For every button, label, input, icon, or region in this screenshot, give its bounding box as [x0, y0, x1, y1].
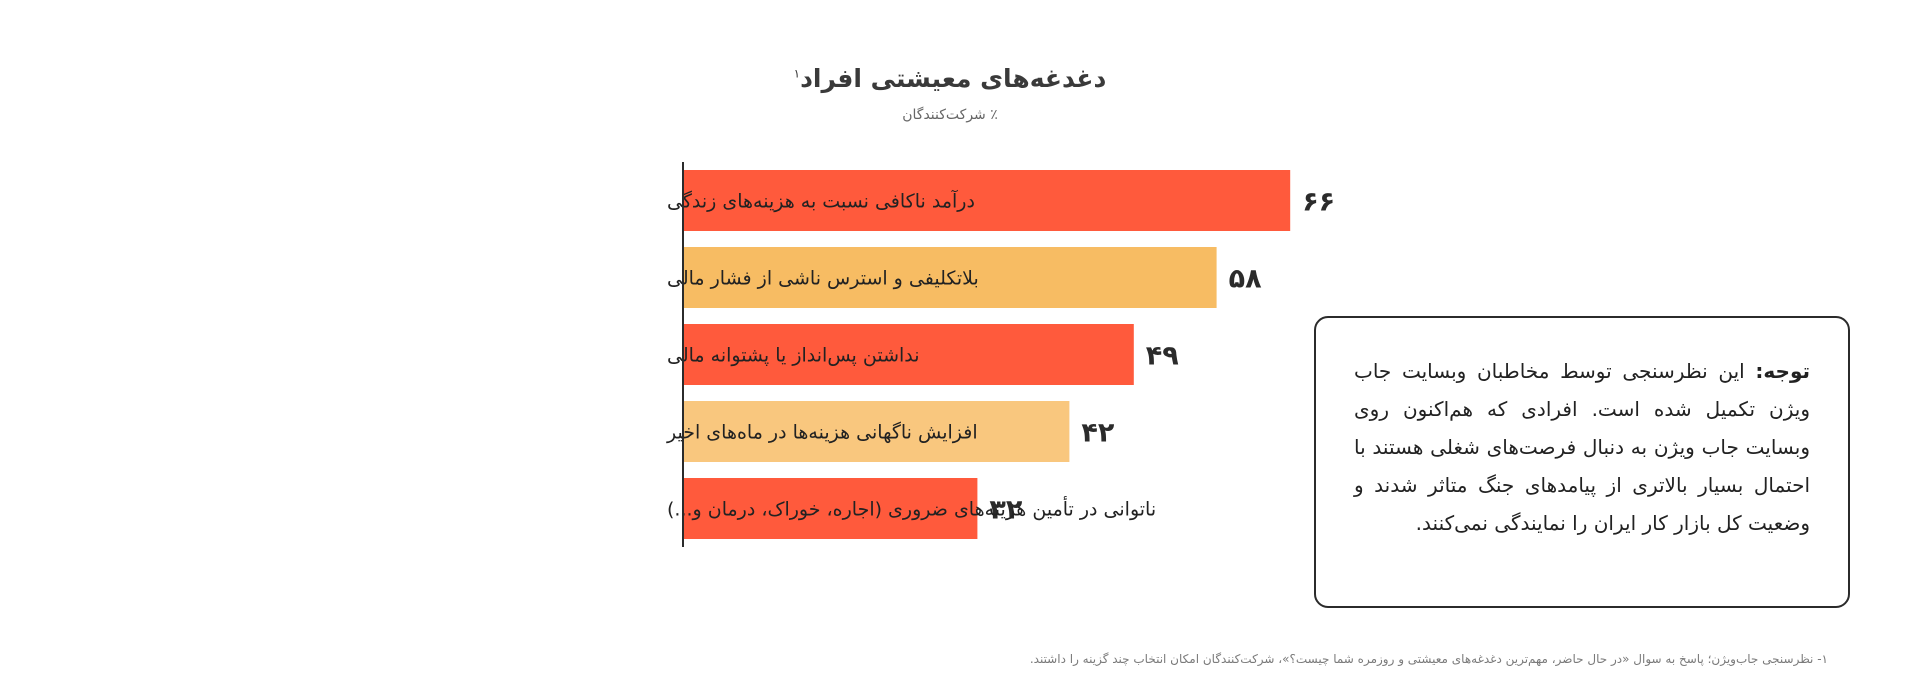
note-label: توجه: — [1755, 359, 1810, 383]
category-label-1: درآمد ناکافی نسبت به هزینه‌های زندگی — [667, 189, 975, 213]
bar-5 — [683, 478, 978, 539]
title-footnote-marker: ۱ — [793, 66, 801, 81]
note-box: توجه: این نظرسنجی توسط مخاطبان وبسایت جا… — [1314, 316, 1850, 608]
bar-4 — [683, 401, 1070, 462]
category-label-5: ناتوانی در تأمین هزینه‌های ضروری (اجاره،… — [667, 496, 1156, 521]
category-label-4: افزایش ناگهانی هزینه‌ها در ماه‌های اخیر — [666, 421, 978, 444]
chart-subtitle: ٪ شرکت‌کنندگان — [902, 107, 998, 123]
value-label-2: ۵۸ — [1229, 264, 1262, 295]
category-label-3: نداشتن پس‌انداز یا پشتوانه مالی — [667, 345, 920, 367]
chart-title: دغدغه‌های معیشتی افراد۱ — [780, 64, 1120, 93]
bar-3 — [683, 324, 1134, 385]
chart-title-text: دغدغه‌های معیشتی افراد — [800, 64, 1107, 93]
value-label-5: ۳۲ — [989, 495, 1022, 526]
value-label-4: ۴۲ — [1081, 418, 1114, 449]
bar-1 — [683, 170, 1291, 231]
value-label-3: ۴۹ — [1146, 341, 1179, 372]
note-text: این نظرسنجی توسط مخاطبان وبسایت جاب ویژن… — [1354, 359, 1810, 535]
footnote: ۱- نظرسنجی جاب‌ویژن؛ پاسخ به سوال «در حا… — [1029, 652, 1828, 666]
bar-2 — [683, 247, 1217, 308]
category-label-2: بلاتکلیفی و استرس ناشی از فشار مالی — [667, 268, 979, 290]
value-label-1: ۶۶ — [1302, 187, 1335, 218]
